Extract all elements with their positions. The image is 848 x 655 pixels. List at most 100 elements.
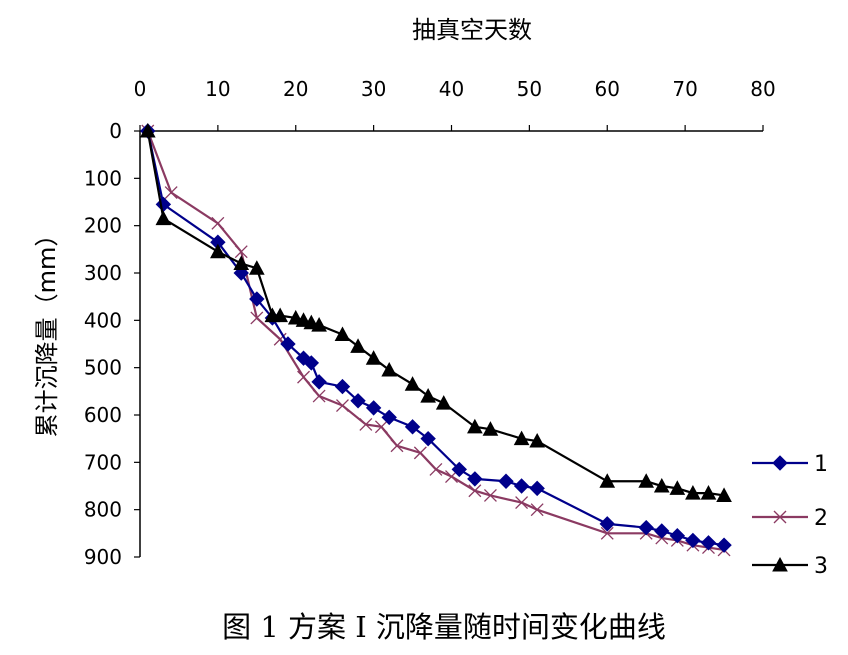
- series-3-point: [482, 421, 499, 436]
- series-1-point: [700, 535, 717, 551]
- figure-caption: 图 1 方案 I 沉降量随时间变化曲线: [222, 610, 666, 644]
- series-2-point: [429, 462, 443, 476]
- y-tick-label: 800: [84, 498, 122, 522]
- series-3-point: [638, 473, 655, 488]
- x-tick-label: 10: [205, 77, 230, 101]
- series-1-point: [381, 409, 397, 426]
- y-tick-label: 300: [84, 261, 122, 285]
- legend-item-1: 1: [752, 452, 828, 477]
- legend-marker: [772, 556, 788, 572]
- series-layer: [139, 122, 732, 557]
- series-2-point: [374, 420, 388, 434]
- y-axis-title: 累计沉降量（mm）: [33, 223, 61, 438]
- x-tick-label: 30: [361, 77, 386, 101]
- series-3-point: [350, 338, 366, 353]
- axes: [134, 125, 764, 558]
- series-3-point: [599, 473, 616, 488]
- series-1-point: [303, 355, 320, 371]
- x-tick-label: 50: [517, 77, 542, 101]
- series-1-point: [467, 471, 483, 487]
- series-1-point: [638, 519, 654, 536]
- series-3-point: [334, 326, 351, 342]
- series-1-point: [249, 291, 265, 307]
- x-axis-title: 抽真空天数: [412, 16, 532, 44]
- series-1-point: [350, 393, 366, 409]
- series-3-point: [381, 361, 398, 377]
- series-3-point: [435, 395, 452, 410]
- series-1-point: [404, 419, 421, 435]
- series-2-point: [359, 418, 373, 431]
- series-2-point: [483, 489, 497, 502]
- legend-label: 2: [814, 506, 828, 531]
- series-3-point: [716, 487, 732, 502]
- series-1-point: [451, 461, 467, 478]
- series-2-point: [468, 484, 482, 498]
- series-3-point: [233, 255, 250, 271]
- series-2-point: [164, 186, 178, 199]
- series-1-point: [529, 480, 545, 497]
- series-1-point: [599, 516, 615, 532]
- legend-item-2: 2: [752, 506, 828, 531]
- series-1-point: [280, 336, 296, 352]
- y-tick-label: 100: [84, 166, 122, 190]
- series-2-point: [515, 496, 529, 510]
- x-tick-label: 60: [595, 77, 620, 101]
- series-1-point: [365, 400, 382, 416]
- legend-item-3: 3: [752, 554, 828, 579]
- series-1: [140, 123, 732, 553]
- series-3-point: [685, 485, 701, 500]
- x-tick-labels: 0 10 20 30 40 50 60 70 80: [134, 77, 776, 101]
- series-3-point: [248, 260, 265, 275]
- series-1-point: [716, 537, 732, 553]
- x-tick-label: 0: [134, 77, 147, 101]
- y-tick-label: 700: [84, 450, 122, 474]
- y-tick-label: 200: [84, 214, 122, 238]
- series-2-point: [297, 370, 310, 384]
- x-tick-label: 20: [283, 77, 308, 101]
- series-3-point: [404, 376, 421, 391]
- series-3-point: [529, 432, 545, 448]
- series-3-point: [139, 122, 156, 138]
- x-tick-label: 40: [439, 77, 464, 101]
- series-2-point: [390, 439, 404, 453]
- legend: 1 2 3: [752, 452, 828, 579]
- series-3-point: [272, 307, 289, 323]
- series-3-point: [420, 388, 436, 403]
- series-2-point: [211, 216, 225, 230]
- series-3-point: [311, 317, 327, 332]
- series-1-point: [334, 378, 351, 395]
- series-3-point: [155, 210, 172, 226]
- series-1-point: [685, 532, 701, 549]
- legend-label: 1: [814, 452, 828, 477]
- series-1-point: [654, 523, 670, 539]
- series-3-point: [700, 485, 717, 500]
- y-tick-label: 900: [84, 545, 122, 569]
- series-1-point: [420, 430, 436, 447]
- series-1-point: [498, 473, 514, 489]
- series-3-point: [513, 430, 530, 446]
- series-1-line: [146, 130, 725, 547]
- series-2-point: [336, 399, 349, 412]
- legend-marker: [773, 510, 787, 524]
- y-tick-labels: 0 100 200 300 400 500 600 700 800 900: [84, 119, 122, 569]
- series-1-point: [513, 478, 530, 494]
- legend-marker: [772, 455, 788, 471]
- series-2-point: [530, 503, 544, 517]
- series-3-point: [467, 418, 483, 434]
- legend-label: 3: [814, 554, 828, 579]
- series-2-point: [312, 389, 326, 403]
- series-2-point: [250, 311, 264, 325]
- series-1-point: [311, 374, 327, 390]
- x-tick-label: 70: [672, 77, 697, 101]
- y-tick-label: 400: [84, 308, 122, 332]
- series-3-point: [653, 477, 670, 493]
- y-tick-label: 600: [84, 403, 122, 427]
- series-2-point: [234, 245, 248, 259]
- series-3: [139, 122, 732, 502]
- y-tick-label: 0: [109, 119, 122, 143]
- x-tick-label: 80: [750, 77, 775, 101]
- series-3-point: [365, 350, 382, 365]
- series-1-point: [669, 527, 686, 544]
